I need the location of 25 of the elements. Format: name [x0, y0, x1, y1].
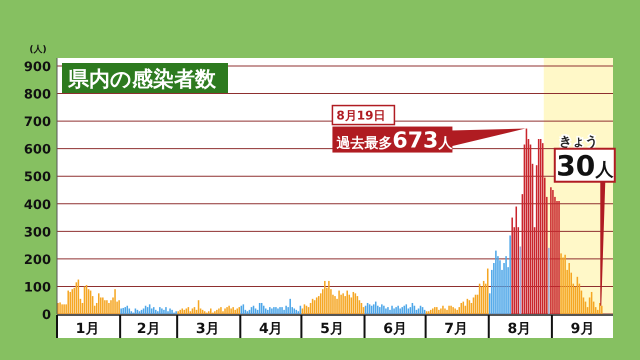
annotation: きょう [558, 134, 598, 150]
y-tick-label: 300 [24, 225, 51, 240]
y-axis-title: (人) [29, 44, 47, 55]
y-tick-label: 700 [24, 115, 51, 130]
x-tick-label: 9月 [570, 321, 594, 337]
y-tick-label: 0 [42, 308, 51, 323]
y-tick-label: 800 [24, 88, 51, 103]
annotation: 30人 [556, 150, 614, 183]
y-tick-label: 200 [24, 252, 51, 268]
chart-title: 県内の感染者数 [67, 67, 217, 91]
annotation: 8月19日 [336, 108, 386, 123]
y-tick-label: 100 [24, 280, 51, 296]
x-tick-label: 2月 [136, 321, 161, 337]
annotation: 過去最多673人 [335, 128, 454, 154]
x-tick-label: 3月 [196, 321, 220, 337]
x-tick-label: 4月 [258, 321, 283, 337]
y-tick-label: 400 [24, 198, 51, 213]
x-tick-label: 5月 [320, 321, 344, 337]
x-tick-label: 8月 [507, 321, 532, 337]
y-tick-label: 500 [24, 170, 51, 186]
x-tick-label: 6月 [383, 321, 407, 337]
y-tick-label: 900 [24, 60, 51, 75]
x-tick-label: 1月 [76, 321, 100, 337]
x-tick-label: 7月 [444, 321, 468, 337]
y-tick-label: 600 [24, 142, 51, 158]
